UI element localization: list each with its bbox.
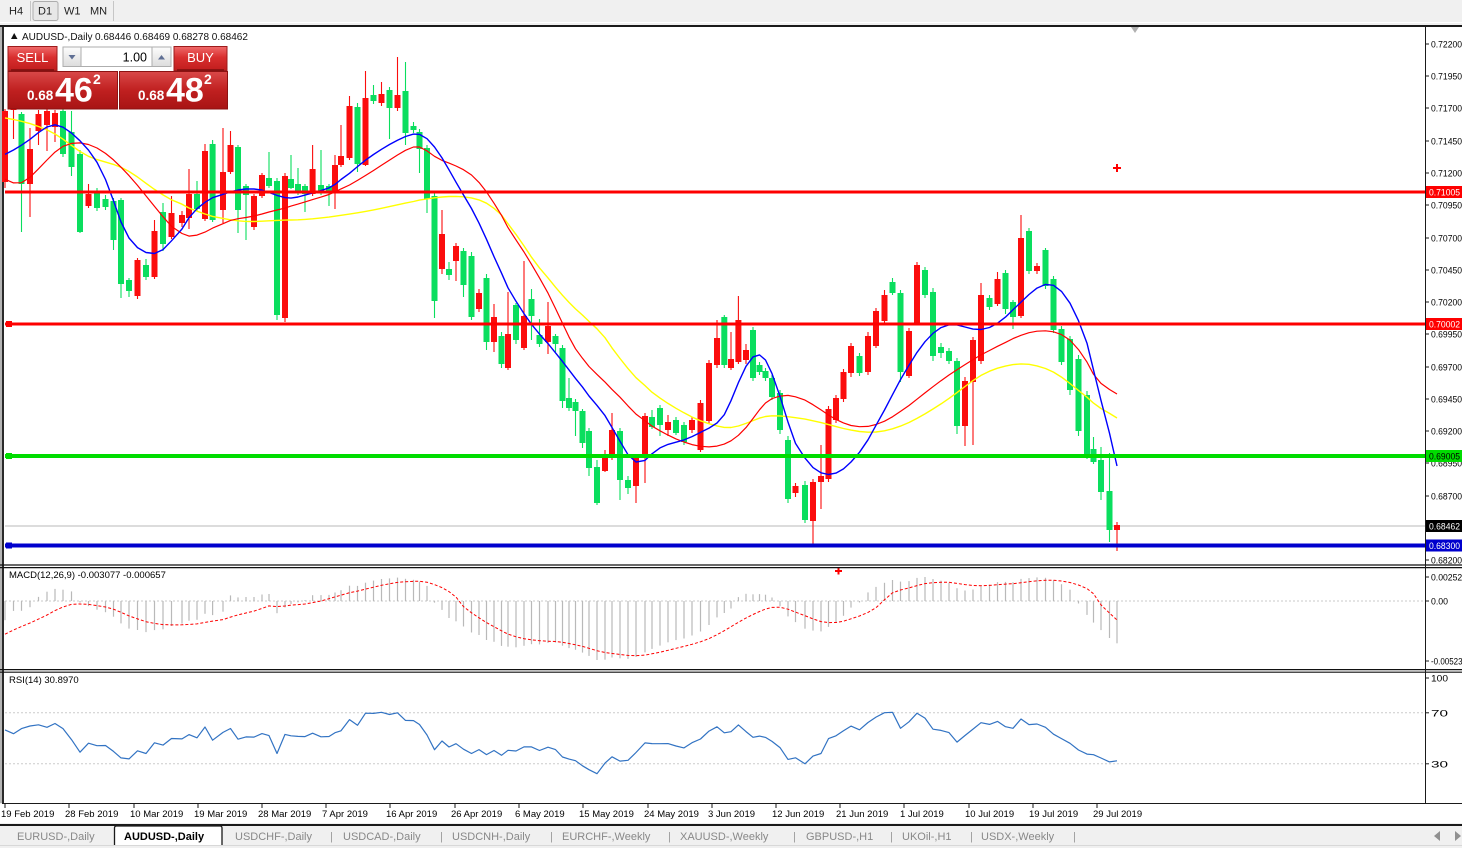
svg-text:0.70950: 0.70950 [1431, 201, 1462, 212]
svg-text:19 Feb 2019: 19 Feb 2019 [1, 809, 54, 820]
svg-text:-0.005234: -0.005234 [1431, 657, 1462, 668]
svg-text:BUY: BUY [187, 50, 214, 65]
svg-text:24 May 2019: 24 May 2019 [644, 809, 699, 820]
svg-text:10 Jul 2019: 10 Jul 2019 [965, 809, 1014, 820]
svg-text:19 Mar 2019: 19 Mar 2019 [194, 809, 247, 820]
svg-text:RSI(14) 30.8970: RSI(14) 30.8970 [9, 675, 79, 686]
svg-text:0.69950: 0.69950 [1431, 330, 1462, 341]
svg-text:AUDUSD-,Daily: AUDUSD-,Daily [124, 831, 205, 843]
svg-text:0.71005: 0.71005 [1429, 188, 1460, 199]
svg-text:EURCHF-,Weekly: EURCHF-,Weekly [562, 831, 651, 843]
svg-text:0.68446 0.68469 0.68278 0.6846: 0.68446 0.68469 0.68278 0.68462 [95, 32, 248, 43]
svg-text:29 Jul 2019: 29 Jul 2019 [1093, 809, 1142, 820]
svg-text:100: 100 [1431, 674, 1448, 685]
svg-text:SELL: SELL [17, 50, 49, 65]
svg-text:0.70002: 0.70002 [1429, 320, 1460, 331]
svg-text:7 Apr 2019: 7 Apr 2019 [322, 809, 368, 820]
svg-text:0.69700: 0.69700 [1431, 363, 1462, 374]
svg-text:|: | [550, 831, 553, 843]
svg-text:0.002522: 0.002522 [1431, 573, 1462, 584]
svg-text:|: | [1073, 831, 1076, 843]
svg-text:EURUSD-,Daily: EURUSD-,Daily [17, 831, 95, 843]
svg-text:3 Jun 2019: 3 Jun 2019 [708, 809, 755, 820]
svg-text:15 May 2019: 15 May 2019 [579, 809, 634, 820]
svg-text:0.70200: 0.70200 [1431, 298, 1462, 309]
svg-text:D1: D1 [38, 6, 52, 18]
svg-text:0.68950: 0.68950 [1431, 459, 1462, 470]
svg-text:46: 46 [55, 72, 93, 110]
svg-text:0.71200: 0.71200 [1431, 169, 1462, 180]
svg-text:2: 2 [93, 71, 101, 87]
svg-text:UKOil-,H1: UKOil-,H1 [902, 831, 952, 843]
svg-text:12 Jun 2019: 12 Jun 2019 [772, 809, 824, 820]
svg-text:0.69005: 0.69005 [1429, 452, 1460, 463]
svg-text:10 Mar 2019: 10 Mar 2019 [130, 809, 183, 820]
svg-text:USDX-,Weekly: USDX-,Weekly [981, 831, 1055, 843]
svg-text:48: 48 [166, 72, 204, 110]
svg-text:21 Jun 2019: 21 Jun 2019 [836, 809, 888, 820]
svg-text:19 Jul 2019: 19 Jul 2019 [1029, 809, 1078, 820]
svg-text:0.69450: 0.69450 [1431, 395, 1462, 406]
svg-text:2: 2 [204, 71, 212, 87]
svg-text:0.70700: 0.70700 [1431, 234, 1462, 245]
svg-text:28 Mar 2019: 28 Mar 2019 [258, 809, 311, 820]
svg-text:|: | [330, 831, 333, 843]
svg-text:|: | [440, 831, 443, 843]
svg-text:0.68: 0.68 [138, 88, 165, 103]
svg-text:USDCAD-,Daily: USDCAD-,Daily [343, 831, 421, 843]
svg-text:0.00: 0.00 [1431, 597, 1448, 608]
svg-text:USDCHF-,Daily: USDCHF-,Daily [235, 831, 313, 843]
svg-text:16 Apr 2019: 16 Apr 2019 [386, 809, 437, 820]
svg-text:1 Jul 2019: 1 Jul 2019 [900, 809, 944, 820]
svg-text:1.00: 1.00 [123, 51, 147, 65]
svg-text:0.70450: 0.70450 [1431, 266, 1462, 277]
svg-text:|: | [668, 831, 671, 843]
svg-text:MN: MN [90, 6, 107, 18]
svg-text:|: | [970, 831, 973, 843]
svg-text:0.68300: 0.68300 [1429, 541, 1460, 552]
svg-text:0.68462: 0.68462 [1429, 522, 1460, 533]
svg-text:GBPUSD-,H1: GBPUSD-,H1 [806, 831, 873, 843]
svg-text:0.71700: 0.71700 [1431, 104, 1462, 115]
svg-text:0.71450: 0.71450 [1431, 137, 1462, 148]
svg-text:H4: H4 [9, 6, 23, 18]
svg-text:0.68700: 0.68700 [1431, 492, 1462, 503]
svg-text:0.69200: 0.69200 [1431, 427, 1462, 438]
svg-text:|: | [793, 831, 796, 843]
svg-text:26 Apr 2019: 26 Apr 2019 [451, 809, 502, 820]
svg-text:AUDUSD-,Daily: AUDUSD-,Daily [22, 32, 93, 43]
svg-text:30: 30 [1431, 759, 1448, 770]
svg-text:|: | [890, 831, 893, 843]
svg-text:0.68: 0.68 [27, 88, 54, 103]
svg-text:6 May 2019: 6 May 2019 [515, 809, 565, 820]
svg-text:USDCNH-,Daily: USDCNH-,Daily [452, 831, 531, 843]
svg-text:MACD(12,26,9) -0.003077 -0.000: MACD(12,26,9) -0.003077 -0.000657 [9, 570, 166, 581]
svg-text:0.68200: 0.68200 [1431, 556, 1462, 567]
svg-text:28 Feb 2019: 28 Feb 2019 [65, 809, 118, 820]
svg-text:0.72200: 0.72200 [1431, 40, 1462, 51]
svg-text:0.71950: 0.71950 [1431, 72, 1462, 83]
svg-text:XAUUSD-,Weekly: XAUUSD-,Weekly [680, 831, 769, 843]
svg-text:W1: W1 [64, 6, 81, 18]
svg-text:70: 70 [1431, 708, 1448, 719]
